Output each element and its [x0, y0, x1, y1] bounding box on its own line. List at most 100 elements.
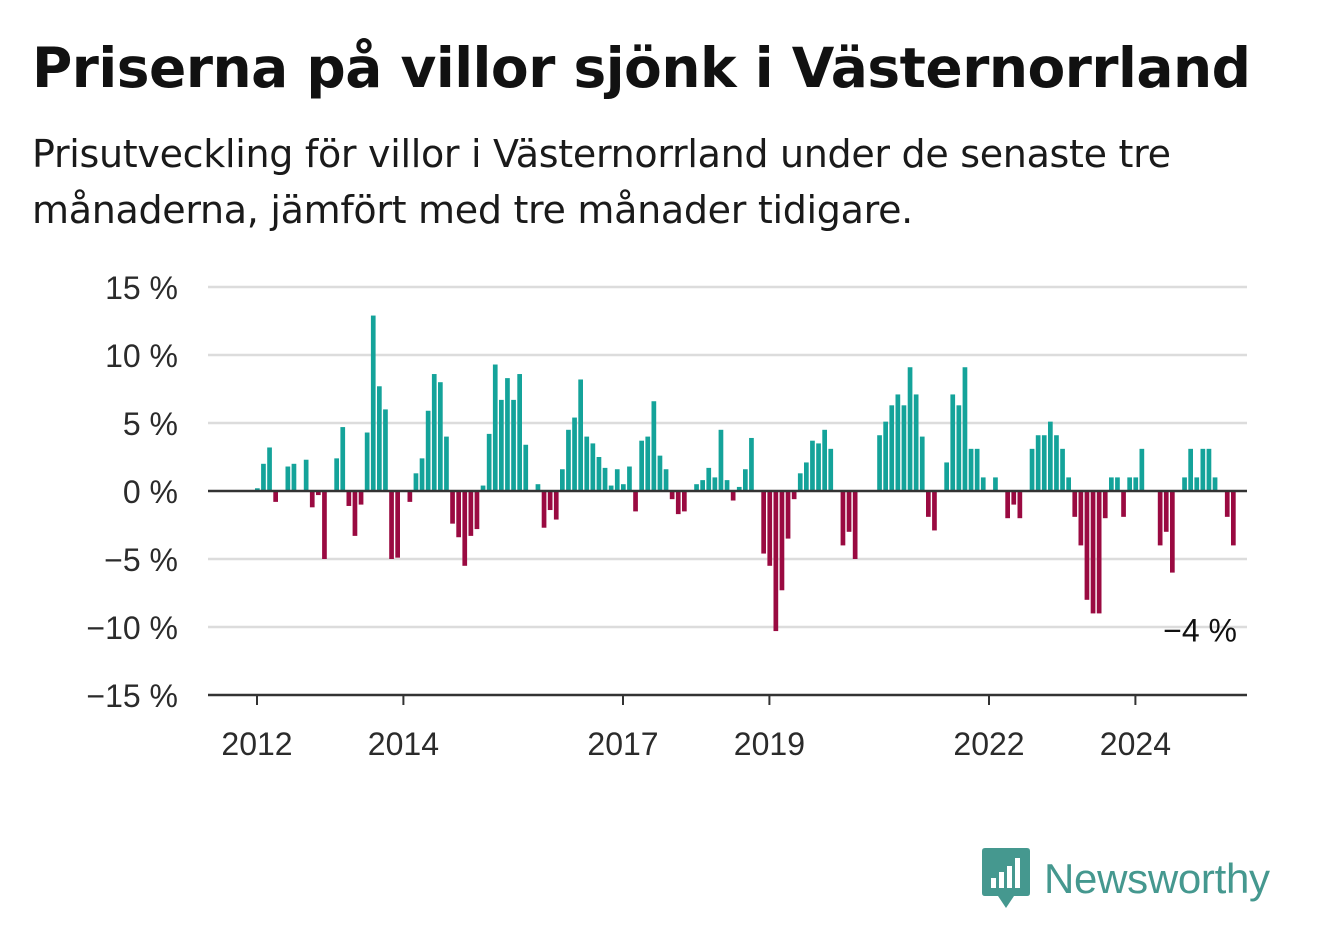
- bar-positive: [663, 469, 669, 491]
- price-change-bar-chart: 15 %10 %5 %0 %−5 %−10 %−15 % 2012 2014 201…: [86, 270, 1247, 762]
- bar-negative: [633, 491, 638, 512]
- bar-positive: [980, 477, 986, 491]
- bar-positive: [993, 477, 998, 491]
- bar-positive: [645, 436, 651, 491]
- bar-negative: [474, 491, 480, 530]
- bar-positive: [578, 379, 583, 491]
- x-tick-label: 2022: [953, 726, 1024, 762]
- bar-positive: [657, 455, 663, 491]
- bar-negative: [553, 491, 559, 520]
- bar-negative: [1017, 491, 1023, 519]
- y-tick-label: −15 %: [86, 678, 178, 714]
- bar-positive: [566, 429, 571, 491]
- bar-positive: [822, 429, 827, 491]
- bar-negative: [767, 491, 773, 566]
- bar-positive: [810, 440, 815, 491]
- bar-negative: [840, 491, 846, 546]
- bar-positive: [919, 436, 925, 491]
- bar-positive: [736, 486, 742, 491]
- bar-positive: [1060, 448, 1065, 491]
- bar-negative: [468, 491, 474, 536]
- bar-positive: [425, 410, 431, 491]
- y-tick-label: 10 %: [105, 338, 178, 374]
- bar-positive: [505, 378, 510, 491]
- bar-positive: [1200, 448, 1206, 491]
- bar-positive: [700, 480, 705, 491]
- y-tick-label: 15 %: [105, 270, 178, 306]
- bar-positive: [596, 457, 602, 491]
- bar-positive: [974, 448, 980, 491]
- bar-positive: [1048, 421, 1053, 491]
- y-tick-label: −5 %: [104, 542, 178, 578]
- bar-positive: [913, 394, 919, 491]
- bar-negative: [682, 491, 687, 512]
- bar-negative: [761, 491, 766, 554]
- bar-negative: [785, 491, 791, 539]
- bar-positive: [816, 443, 821, 491]
- bar-negative: [450, 491, 455, 524]
- bar-negative: [389, 491, 394, 559]
- bar-positive: [712, 477, 718, 491]
- bar-positive: [511, 399, 516, 491]
- bar-positive: [1206, 448, 1212, 491]
- bar-positive: [334, 458, 339, 491]
- bar-positive: [1035, 435, 1041, 491]
- bar-negative: [791, 491, 797, 500]
- bar-positive: [749, 437, 754, 491]
- bar-negative: [1078, 491, 1084, 546]
- bar-positive: [694, 484, 699, 491]
- x-tick-label: 2014: [368, 726, 439, 762]
- bar-series: [255, 315, 1236, 632]
- bar-positive: [944, 462, 949, 491]
- bar-positive: [639, 440, 644, 491]
- chart-subtitle: Prisutveckling för villor i Västernorrla…: [32, 132, 1171, 232]
- bar-negative: [407, 491, 413, 502]
- bar-positive: [1127, 477, 1132, 491]
- bar-positive: [499, 399, 504, 491]
- bar-positive: [1109, 477, 1114, 491]
- bar-positive: [523, 444, 529, 491]
- bar-positive: [804, 462, 809, 491]
- bar-positive: [1188, 448, 1193, 491]
- bar-negative: [309, 491, 315, 508]
- bar-positive: [431, 374, 437, 491]
- bar-negative: [541, 491, 547, 528]
- bar-negative: [779, 491, 785, 591]
- bar-positive: [1194, 477, 1200, 491]
- bar-positive: [1115, 477, 1120, 491]
- bar-negative: [1163, 491, 1169, 532]
- bar-positive: [364, 432, 370, 491]
- bar-negative: [846, 491, 852, 532]
- bar-negative: [1005, 491, 1010, 519]
- bar-positive: [718, 429, 724, 491]
- bar-positive: [724, 480, 730, 491]
- bar-positive: [492, 364, 498, 491]
- bar-negative: [932, 491, 937, 531]
- bar-positive: [1054, 435, 1059, 491]
- bar-positive: [1139, 448, 1145, 491]
- y-tick-label: 5 %: [123, 406, 178, 442]
- bar-positive: [956, 405, 962, 491]
- bar-positive: [895, 394, 901, 491]
- bar-negative: [1011, 491, 1017, 505]
- bar-positive: [1182, 477, 1187, 491]
- bar-positive: [901, 405, 907, 491]
- y-tick-label: 0 %: [123, 474, 178, 510]
- y-tick-label: −10 %: [86, 610, 178, 646]
- bar-positive: [584, 436, 590, 491]
- bar-positive: [907, 367, 913, 491]
- bar-positive: [377, 386, 382, 491]
- bar-positive: [627, 466, 632, 491]
- bar-negative: [1224, 491, 1230, 517]
- bar-negative: [1084, 491, 1090, 600]
- bar-positive: [962, 367, 968, 491]
- bar-positive: [383, 409, 388, 491]
- bar-negative: [1121, 491, 1126, 517]
- x-tick-label: 2024: [1100, 726, 1171, 762]
- bar-positive: [651, 401, 657, 491]
- x-tick-label: 2019: [734, 726, 805, 762]
- bar-positive: [883, 421, 888, 491]
- bar-positive: [889, 405, 895, 491]
- axes: [208, 489, 1247, 705]
- bar-positive: [486, 433, 492, 491]
